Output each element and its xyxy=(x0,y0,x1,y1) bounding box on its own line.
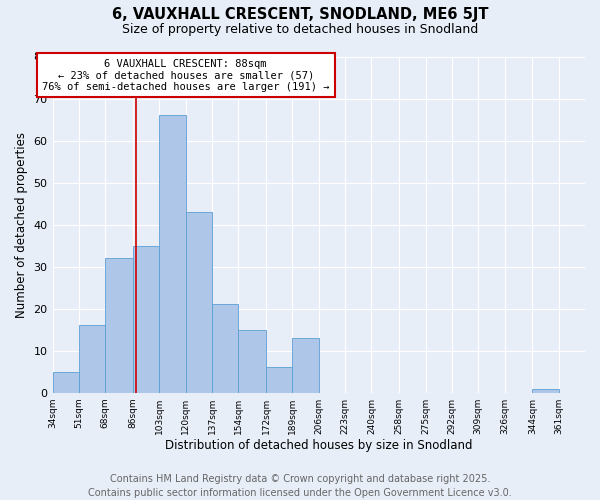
Bar xyxy=(79,326,105,392)
Bar xyxy=(266,368,292,392)
Bar xyxy=(532,388,559,392)
Bar xyxy=(185,212,212,392)
Bar xyxy=(212,304,238,392)
Bar xyxy=(292,338,319,392)
Text: Size of property relative to detached houses in Snodland: Size of property relative to detached ho… xyxy=(122,22,478,36)
Text: 6 VAUXHALL CRESCENT: 88sqm
← 23% of detached houses are smaller (57)
76% of semi: 6 VAUXHALL CRESCENT: 88sqm ← 23% of deta… xyxy=(42,58,329,92)
Y-axis label: Number of detached properties: Number of detached properties xyxy=(15,132,28,318)
Bar xyxy=(238,330,266,392)
Bar xyxy=(53,372,79,392)
X-axis label: Distribution of detached houses by size in Snodland: Distribution of detached houses by size … xyxy=(165,440,473,452)
Bar xyxy=(105,258,133,392)
Text: Contains HM Land Registry data © Crown copyright and database right 2025.
Contai: Contains HM Land Registry data © Crown c… xyxy=(88,474,512,498)
Text: 6, VAUXHALL CRESCENT, SNODLAND, ME6 5JT: 6, VAUXHALL CRESCENT, SNODLAND, ME6 5JT xyxy=(112,8,488,22)
Bar xyxy=(133,246,160,392)
Bar xyxy=(160,116,185,392)
